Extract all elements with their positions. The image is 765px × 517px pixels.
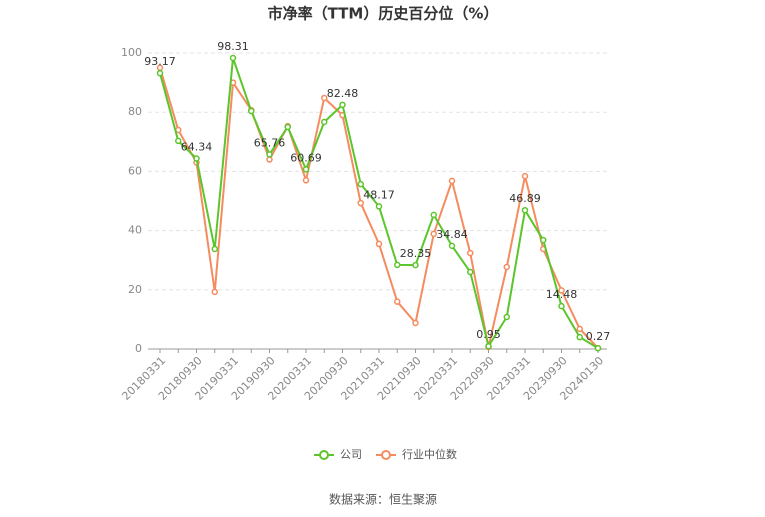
data-label: 65.76 xyxy=(254,136,286,149)
data-label: 28.35 xyxy=(400,247,432,260)
y-tick-label: 20 xyxy=(128,283,142,296)
point xyxy=(521,206,529,214)
legend-marker xyxy=(319,450,329,460)
data-label: 98.31 xyxy=(217,40,249,53)
point xyxy=(394,298,401,305)
point xyxy=(430,211,437,219)
data-label: 82.48 xyxy=(327,87,359,100)
data-label: 60.69 xyxy=(290,151,322,164)
point xyxy=(375,203,383,210)
point xyxy=(430,230,437,238)
point xyxy=(412,261,419,269)
point xyxy=(503,263,510,271)
point xyxy=(558,302,565,310)
point xyxy=(211,245,218,253)
point xyxy=(156,69,164,77)
point xyxy=(576,325,583,333)
point xyxy=(594,344,602,352)
point xyxy=(175,137,182,145)
y-tick-label: 0 xyxy=(135,342,142,355)
point xyxy=(521,172,529,180)
point xyxy=(412,319,419,327)
data-label: 46.89 xyxy=(509,192,541,205)
point xyxy=(448,177,456,185)
point xyxy=(357,180,364,188)
y-tick-label: 80 xyxy=(128,105,142,118)
point xyxy=(503,313,510,321)
data-label: 34.84 xyxy=(436,228,468,241)
data-label: 64.34 xyxy=(181,141,213,154)
point xyxy=(266,156,273,163)
point xyxy=(339,101,346,109)
point xyxy=(485,342,492,350)
point xyxy=(467,268,474,276)
source: 数据来源：恒生聚源 xyxy=(329,492,437,507)
point xyxy=(321,118,328,126)
point xyxy=(266,151,273,158)
data-label: 14.48 xyxy=(546,288,578,301)
legend-label: 行业中位数 xyxy=(402,447,457,461)
y-tick-label: 100 xyxy=(121,46,142,59)
data-label: 0.27 xyxy=(586,330,611,343)
data-label: 93.17 xyxy=(144,55,176,68)
point xyxy=(375,240,383,248)
point xyxy=(248,107,255,115)
point xyxy=(576,333,583,341)
chart-title: 市净率（TTM）历史百分位（%） xyxy=(268,5,499,23)
point xyxy=(394,261,401,269)
point xyxy=(302,177,310,184)
point xyxy=(467,249,474,257)
y-tick-label: 40 xyxy=(128,224,142,237)
point xyxy=(284,123,291,131)
y-tick-label: 60 xyxy=(128,164,142,177)
point xyxy=(302,166,310,173)
point xyxy=(229,54,237,62)
point xyxy=(540,236,547,244)
point xyxy=(558,287,565,294)
point xyxy=(193,155,200,162)
point xyxy=(448,242,456,250)
data-label: 0.95 xyxy=(476,328,501,341)
point xyxy=(211,288,218,296)
point xyxy=(321,94,328,102)
legend-label: 公司 xyxy=(340,448,362,461)
legend-marker xyxy=(381,450,391,460)
point xyxy=(357,199,364,207)
data-label: 48.17 xyxy=(363,188,395,201)
